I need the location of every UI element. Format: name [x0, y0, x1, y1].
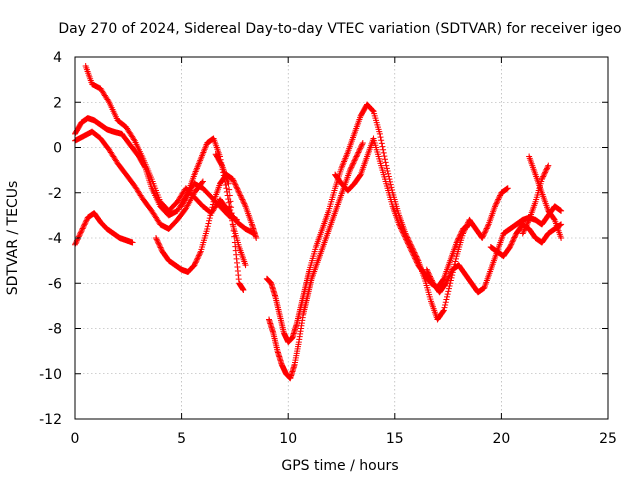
x-tick-label: 25	[599, 431, 617, 447]
point-markers	[72, 210, 136, 248]
y-tick-label: 0	[53, 141, 62, 157]
point-markers	[487, 221, 565, 260]
y-tick-label: -8	[48, 322, 62, 338]
x-tick-label: 0	[71, 431, 80, 447]
point-markers	[332, 135, 473, 291]
point-markers	[370, 108, 511, 323]
series-sat-track-15	[519, 162, 552, 237]
y-tick-label: -2	[48, 186, 62, 202]
y-tick-label: 2	[53, 95, 62, 111]
series-sat-track-13	[487, 221, 565, 260]
point-markers	[263, 101, 377, 346]
x-tick-label: 5	[177, 431, 186, 447]
series-sat-track-9	[266, 139, 366, 382]
x-tick-label: 15	[386, 431, 404, 447]
chart-title: Day 270 of 2024, Sidereal Day-to-day VTE…	[58, 21, 621, 37]
x-tick-label: 20	[492, 431, 510, 447]
point-markers	[212, 151, 247, 294]
y-tick-label: -12	[39, 412, 62, 428]
y-axis-label: SDTVAR / TECUs	[5, 181, 21, 296]
y-tick-label: -6	[48, 276, 62, 292]
y-tick-label: -10	[39, 367, 62, 383]
series-sat-track-11	[370, 108, 511, 323]
point-markers	[519, 162, 552, 237]
series-sat-track-7	[212, 151, 247, 294]
series-sat-track-8	[263, 101, 377, 346]
data-points	[72, 63, 565, 382]
point-markers	[266, 139, 366, 382]
grid-lines	[75, 57, 608, 419]
x-tick-label: 10	[279, 431, 297, 447]
series-sat-track-4	[72, 210, 136, 248]
y-tick-label: -4	[48, 231, 62, 247]
series-sat-track-10	[332, 135, 473, 291]
axis-ticks: 0 5 10 15 20 25 -12 -10 -8 -6 -4 -2 0 2 4	[39, 50, 617, 447]
x-axis-label: GPS time / hours	[281, 458, 398, 474]
y-tick-label: 4	[53, 50, 62, 66]
